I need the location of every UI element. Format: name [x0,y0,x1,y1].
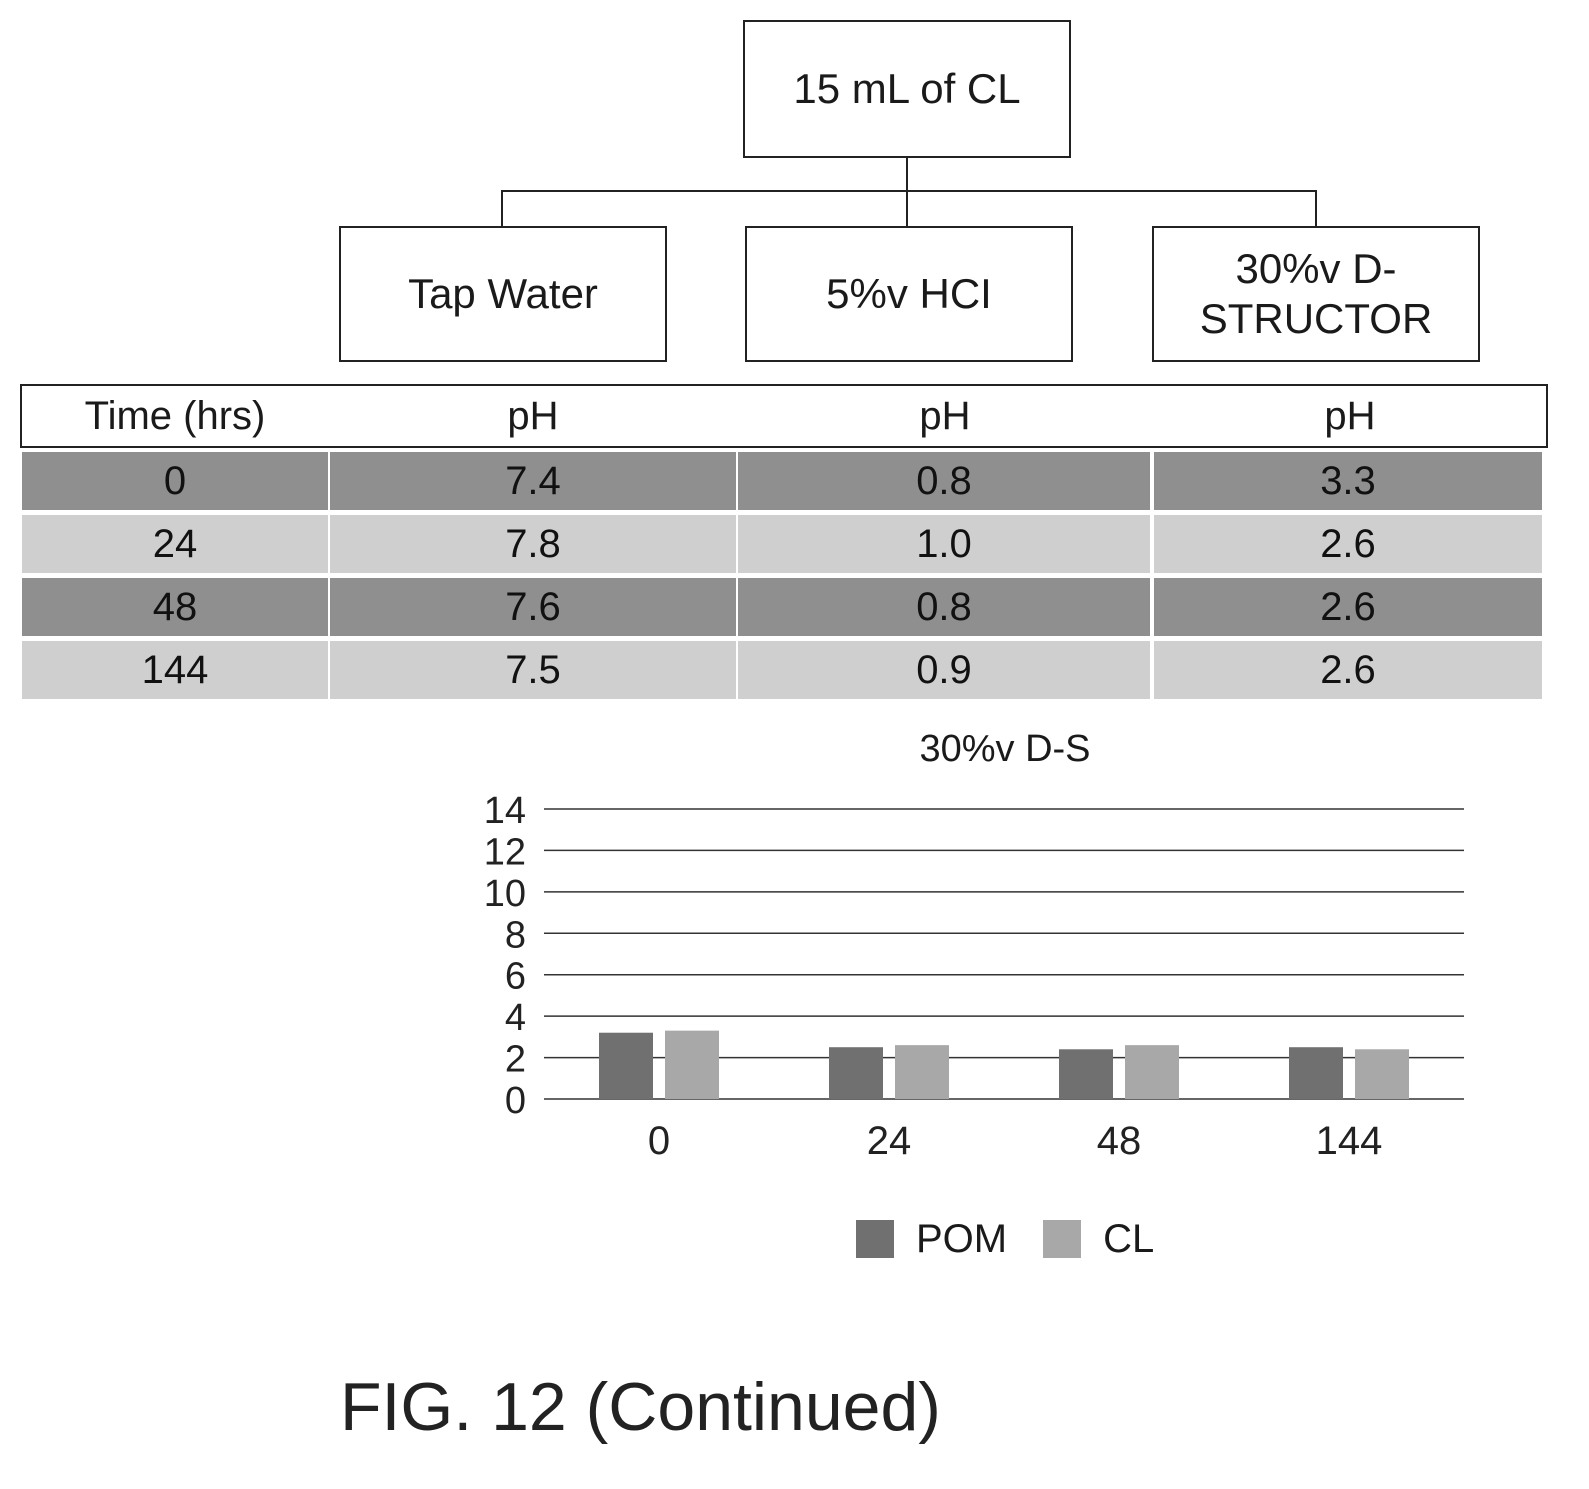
table-cell: 0.8 [738,452,1150,510]
branch-label: 5%v HCI [826,269,992,317]
legend-label-pom: POM [916,1216,1008,1261]
table-cell: 144 [22,641,328,699]
table-cell: 3.3 [1154,452,1542,510]
branch-box-d-structor: 30%v D- STRUCTOR [1152,226,1480,362]
table-header-cell: pH [507,393,559,438]
branch-box-hcl: 5%v HCI [745,226,1073,362]
x-tick-label: 144 [1316,1119,1383,1163]
x-tick-label: 48 [1097,1119,1142,1163]
table-cell: 2.6 [1154,578,1542,636]
table-header-cell: pH [919,393,971,438]
branch-box-tap-water: Tap Water [339,226,667,362]
y-tick-label: 8 [505,914,526,956]
bar-pom-24 [829,1047,883,1099]
table-cell: 48 [22,578,328,636]
y-tick-label: 14 [484,790,526,832]
connector-branch-2 [906,190,908,226]
chart-legend: POM CL [856,1214,1190,1264]
table-cell: 7.5 [330,641,736,699]
bar-cl-24 [895,1045,949,1099]
branch-label: Tap Water [408,269,598,317]
root-label: 15 mL of CL [793,64,1021,112]
connector-branch-3 [1315,190,1317,226]
table-header-row: Time (hrs) pH pH pH [20,384,1548,448]
table-cell: 1.0 [738,515,1150,573]
x-tick-label: 24 [867,1119,912,1163]
legend-swatch-cl [1043,1220,1082,1258]
bar-cl-48 [1125,1045,1179,1099]
y-tick-label: 0 [505,1080,526,1122]
table-cell: 0 [22,452,328,510]
bar-pom-144 [1289,1047,1343,1099]
connector-root-stem [906,158,908,192]
table-cell: 24 [22,515,328,573]
table-cell: 2.6 [1154,641,1542,699]
y-tick-label: 12 [484,831,526,873]
connector-horizontal [501,190,1317,192]
legend-label-cl: CL [1103,1216,1155,1261]
bar-pom-48 [1059,1049,1113,1099]
x-tick-label: 0 [648,1119,670,1163]
chart-title: 30%v D-S [919,728,1091,770]
y-tick-label: 10 [484,873,526,915]
bar-pom-0 [599,1032,653,1099]
bar-cl-144 [1355,1049,1409,1099]
figure-caption: FIG. 12 (Continued) [340,1369,941,1445]
table-cell: 7.8 [330,515,736,573]
y-tick-label: 2 [505,1039,526,1081]
table-header-cell: pH [1324,393,1376,438]
table-header-cell: Time (hrs) [84,393,266,438]
table-cell: 7.4 [330,452,736,510]
bar-cl-0 [665,1030,719,1099]
y-tick-label: 6 [505,956,526,998]
branch-label: 30%v D- STRUCTOR [1199,244,1433,342]
legend-swatch-pom [856,1220,894,1258]
connector-branch-1 [501,190,503,226]
table-cell: 0.9 [738,641,1150,699]
root-box: 15 mL of CL [743,20,1071,158]
y-tick-label: 4 [505,997,526,1039]
table-cell: 0.8 [738,578,1150,636]
table-cell: 7.6 [330,578,736,636]
table-cell: 2.6 [1154,515,1542,573]
